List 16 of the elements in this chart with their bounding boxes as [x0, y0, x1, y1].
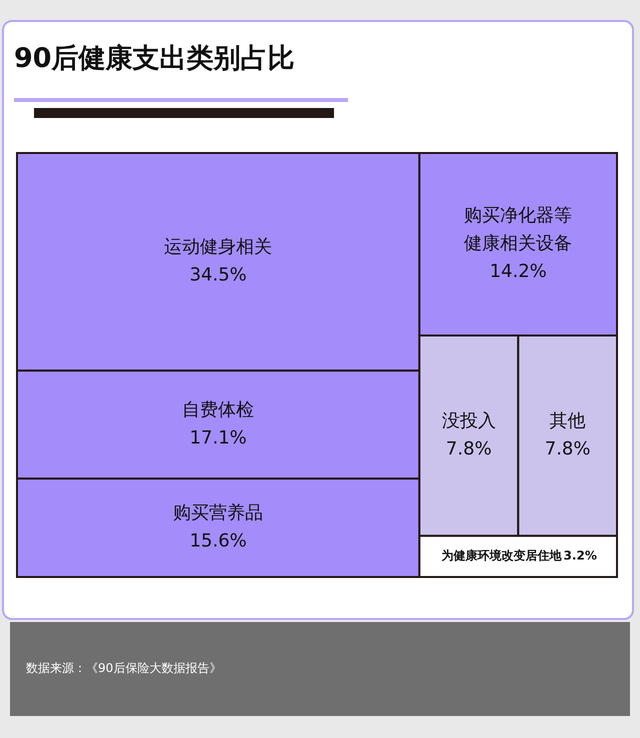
- data-label: 34.5%: [190, 264, 247, 286]
- data-label: 17.1%: [190, 427, 247, 448]
- category-label: 其他: [550, 410, 586, 432]
- data-label: 7.8%: [544, 438, 590, 460]
- category-label: 购买净化器等健康相关设备: [464, 204, 572, 254]
- category-label: 为健康环境改变居住地: [442, 548, 563, 563]
- data-label: 15.6%: [190, 530, 247, 552]
- category-label: 运动健身相关: [164, 236, 272, 258]
- data-label: 3.2%: [564, 548, 597, 563]
- category-label: 没投入: [442, 410, 496, 432]
- data-label: 14.2%: [490, 260, 547, 282]
- category-label: 自费体检: [182, 399, 254, 420]
- source-note: 数据来源：《90后保险大数据报告》: [26, 660, 222, 677]
- data-label: 7.8%: [446, 438, 492, 460]
- category-label: 购买营养品: [173, 502, 264, 524]
- text: 90后健康支出类别占比: [14, 42, 295, 76]
